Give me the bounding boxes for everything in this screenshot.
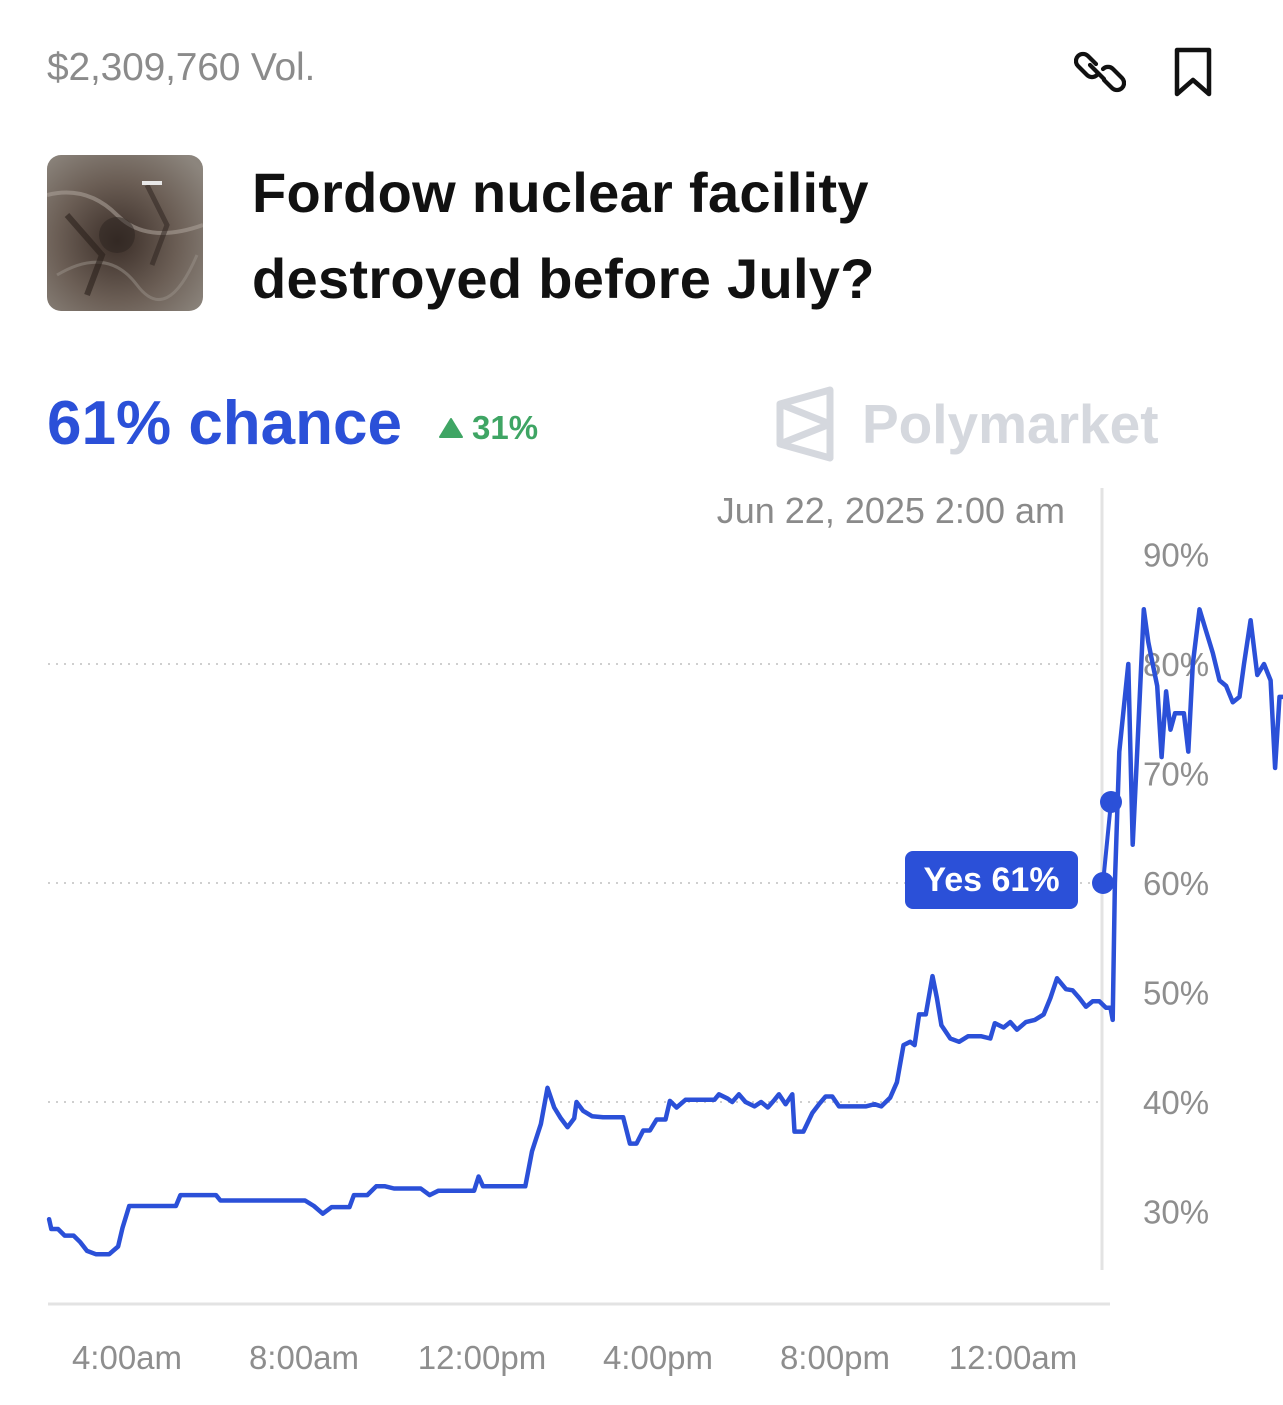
y-tick-label: 50% <box>1143 975 1209 1012</box>
hover-date-label: Jun 22, 2025 2:00 am <box>716 490 1065 531</box>
series-line <box>46 607 1283 1257</box>
bookmark-icon[interactable] <box>1165 44 1221 100</box>
link-icon[interactable] <box>1072 44 1128 100</box>
hover-tooltip: Yes 61% <box>905 851 1078 909</box>
change-badge: 31% <box>438 409 538 447</box>
brand-name: Polymarket <box>862 393 1159 455</box>
title-line-1: Fordow nuclear facility <box>252 161 869 224</box>
y-tick-label: 60% <box>1143 865 1209 902</box>
market-title: Fordow nuclear facility destroyed before… <box>252 150 1152 322</box>
y-tick-label: 70% <box>1143 756 1209 793</box>
y-tick-label: 30% <box>1143 1194 1209 1231</box>
x-tick-label: 12:00am <box>949 1339 1077 1376</box>
x-tick-label: 4:00pm <box>603 1339 713 1376</box>
change-value: 31% <box>472 409 539 446</box>
x-tick-label: 8:00am <box>249 1339 359 1376</box>
triangle-up-icon <box>439 418 463 438</box>
y-tick-label: 40% <box>1143 1084 1209 1121</box>
volume-label: $2,309,760 Vol. <box>47 46 316 89</box>
polymarket-brand: Polymarket <box>774 386 1159 462</box>
x-tick-label: 4:00am <box>72 1339 182 1376</box>
y-tick-label: 90% <box>1143 537 1209 574</box>
x-tick-label: 8:00pm <box>780 1339 890 1376</box>
polymarket-logo-icon <box>776 386 834 462</box>
title-line-2: destroyed before July? <box>252 247 875 310</box>
chance-value: 61% chance <box>47 389 402 458</box>
x-tick-label: 12:00pm <box>418 1339 546 1376</box>
satellite-thumbnail <box>47 155 203 311</box>
live-connector <box>1101 801 1113 884</box>
